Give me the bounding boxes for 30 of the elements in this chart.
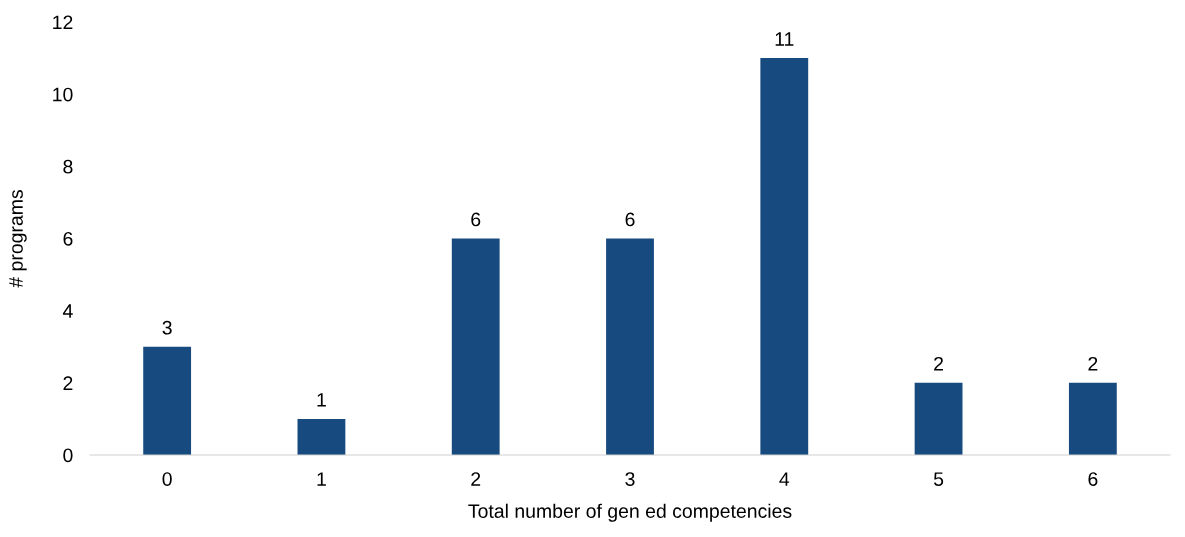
x-tick-label: 6 <box>1088 472 1098 486</box>
data-label: 2 <box>1088 356 1098 371</box>
data-label: 1 <box>317 393 326 407</box>
y-tick-label: 4 <box>62 304 73 318</box>
data-label: 11 <box>775 32 794 46</box>
bar <box>760 58 809 455</box>
data-label: 6 <box>625 212 635 227</box>
y-axis-title: # programs <box>9 190 27 288</box>
y-tick-label: 10 <box>53 87 73 102</box>
x-tick-label: 5 <box>933 472 944 486</box>
x-axis-title: Total number of gen ed competencies <box>468 503 792 522</box>
data-label: 3 <box>162 320 172 335</box>
y-tick-label: 8 <box>63 159 73 174</box>
bar <box>451 238 500 455</box>
x-tick-label: 2 <box>471 472 481 486</box>
x-tick-label: 1 <box>317 472 326 486</box>
bar <box>1068 382 1117 455</box>
y-tick-label: 2 <box>63 376 73 390</box>
bar <box>297 418 346 455</box>
x-tick-label: 0 <box>162 472 172 486</box>
data-label: 6 <box>471 212 481 227</box>
y-tick-label: 6 <box>63 231 73 246</box>
bar <box>606 238 654 455</box>
data-label: 2 <box>934 356 943 371</box>
x-tick-label: 3 <box>625 472 635 486</box>
y-tick-label: 0 <box>63 448 73 463</box>
y-tick-label: 12 <box>53 15 73 30</box>
bar <box>143 346 192 455</box>
bar <box>914 382 963 455</box>
x-tick-label: 4 <box>779 472 790 486</box>
